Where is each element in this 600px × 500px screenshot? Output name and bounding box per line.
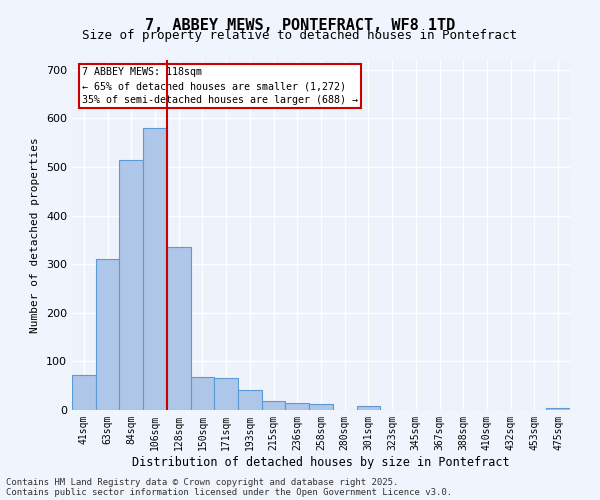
Y-axis label: Number of detached properties: Number of detached properties	[31, 137, 40, 333]
Bar	[72, 375, 96, 410]
Bar	[262, 401, 286, 410]
Bar	[191, 377, 214, 410]
Bar	[96, 260, 119, 410]
Bar	[119, 160, 143, 410]
Text: Contains public sector information licensed under the Open Government Licence v3: Contains public sector information licen…	[6, 488, 452, 497]
Bar	[286, 402, 309, 410]
Bar	[356, 406, 380, 410]
Text: 7 ABBEY MEWS: 118sqm
← 65% of detached houses are smaller (1,272)
35% of semi-de: 7 ABBEY MEWS: 118sqm ← 65% of detached h…	[82, 67, 358, 105]
Bar	[309, 404, 333, 410]
Text: Size of property relative to detached houses in Pontefract: Size of property relative to detached ho…	[83, 29, 517, 42]
X-axis label: Distribution of detached houses by size in Pontefract: Distribution of detached houses by size …	[132, 456, 510, 468]
Text: Contains HM Land Registry data © Crown copyright and database right 2025.: Contains HM Land Registry data © Crown c…	[6, 478, 398, 487]
Bar	[167, 247, 191, 410]
Bar	[143, 128, 167, 410]
Bar	[238, 390, 262, 410]
Bar	[214, 378, 238, 410]
Bar	[546, 408, 570, 410]
Text: 7, ABBEY MEWS, PONTEFRACT, WF8 1TD: 7, ABBEY MEWS, PONTEFRACT, WF8 1TD	[145, 18, 455, 32]
